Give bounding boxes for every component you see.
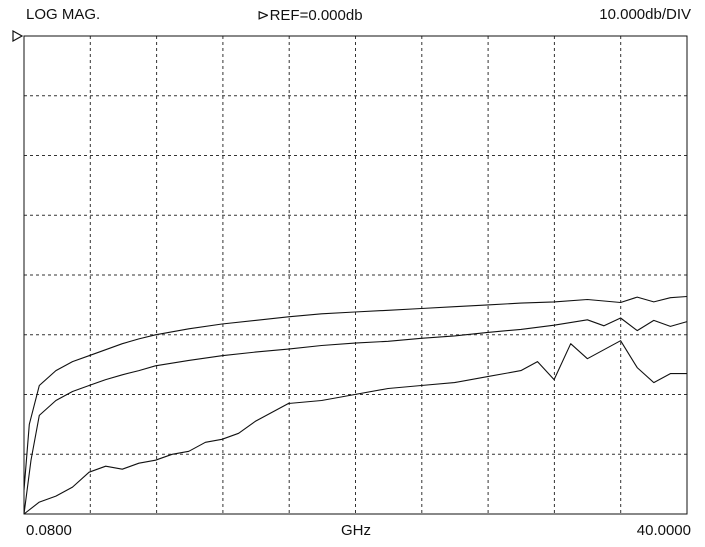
grid xyxy=(24,36,687,514)
trace-line-1 xyxy=(23,295,688,491)
scale-label: 10.000db/DIV xyxy=(599,6,691,23)
start-frequency-label: 0.0800 xyxy=(26,522,72,539)
format-label: LOG MAG. xyxy=(26,6,101,23)
plot-frame xyxy=(23,35,688,515)
reference-label: ⊳REF=0.000db xyxy=(257,7,363,24)
trace-line-3 xyxy=(23,340,687,515)
frequency-unit-label: GHz xyxy=(341,522,371,539)
reference-marker-icon xyxy=(12,29,24,43)
stop-frequency-label: 40.0000 xyxy=(636,522,691,539)
trace-line-2 xyxy=(23,317,688,515)
traces xyxy=(23,295,688,515)
